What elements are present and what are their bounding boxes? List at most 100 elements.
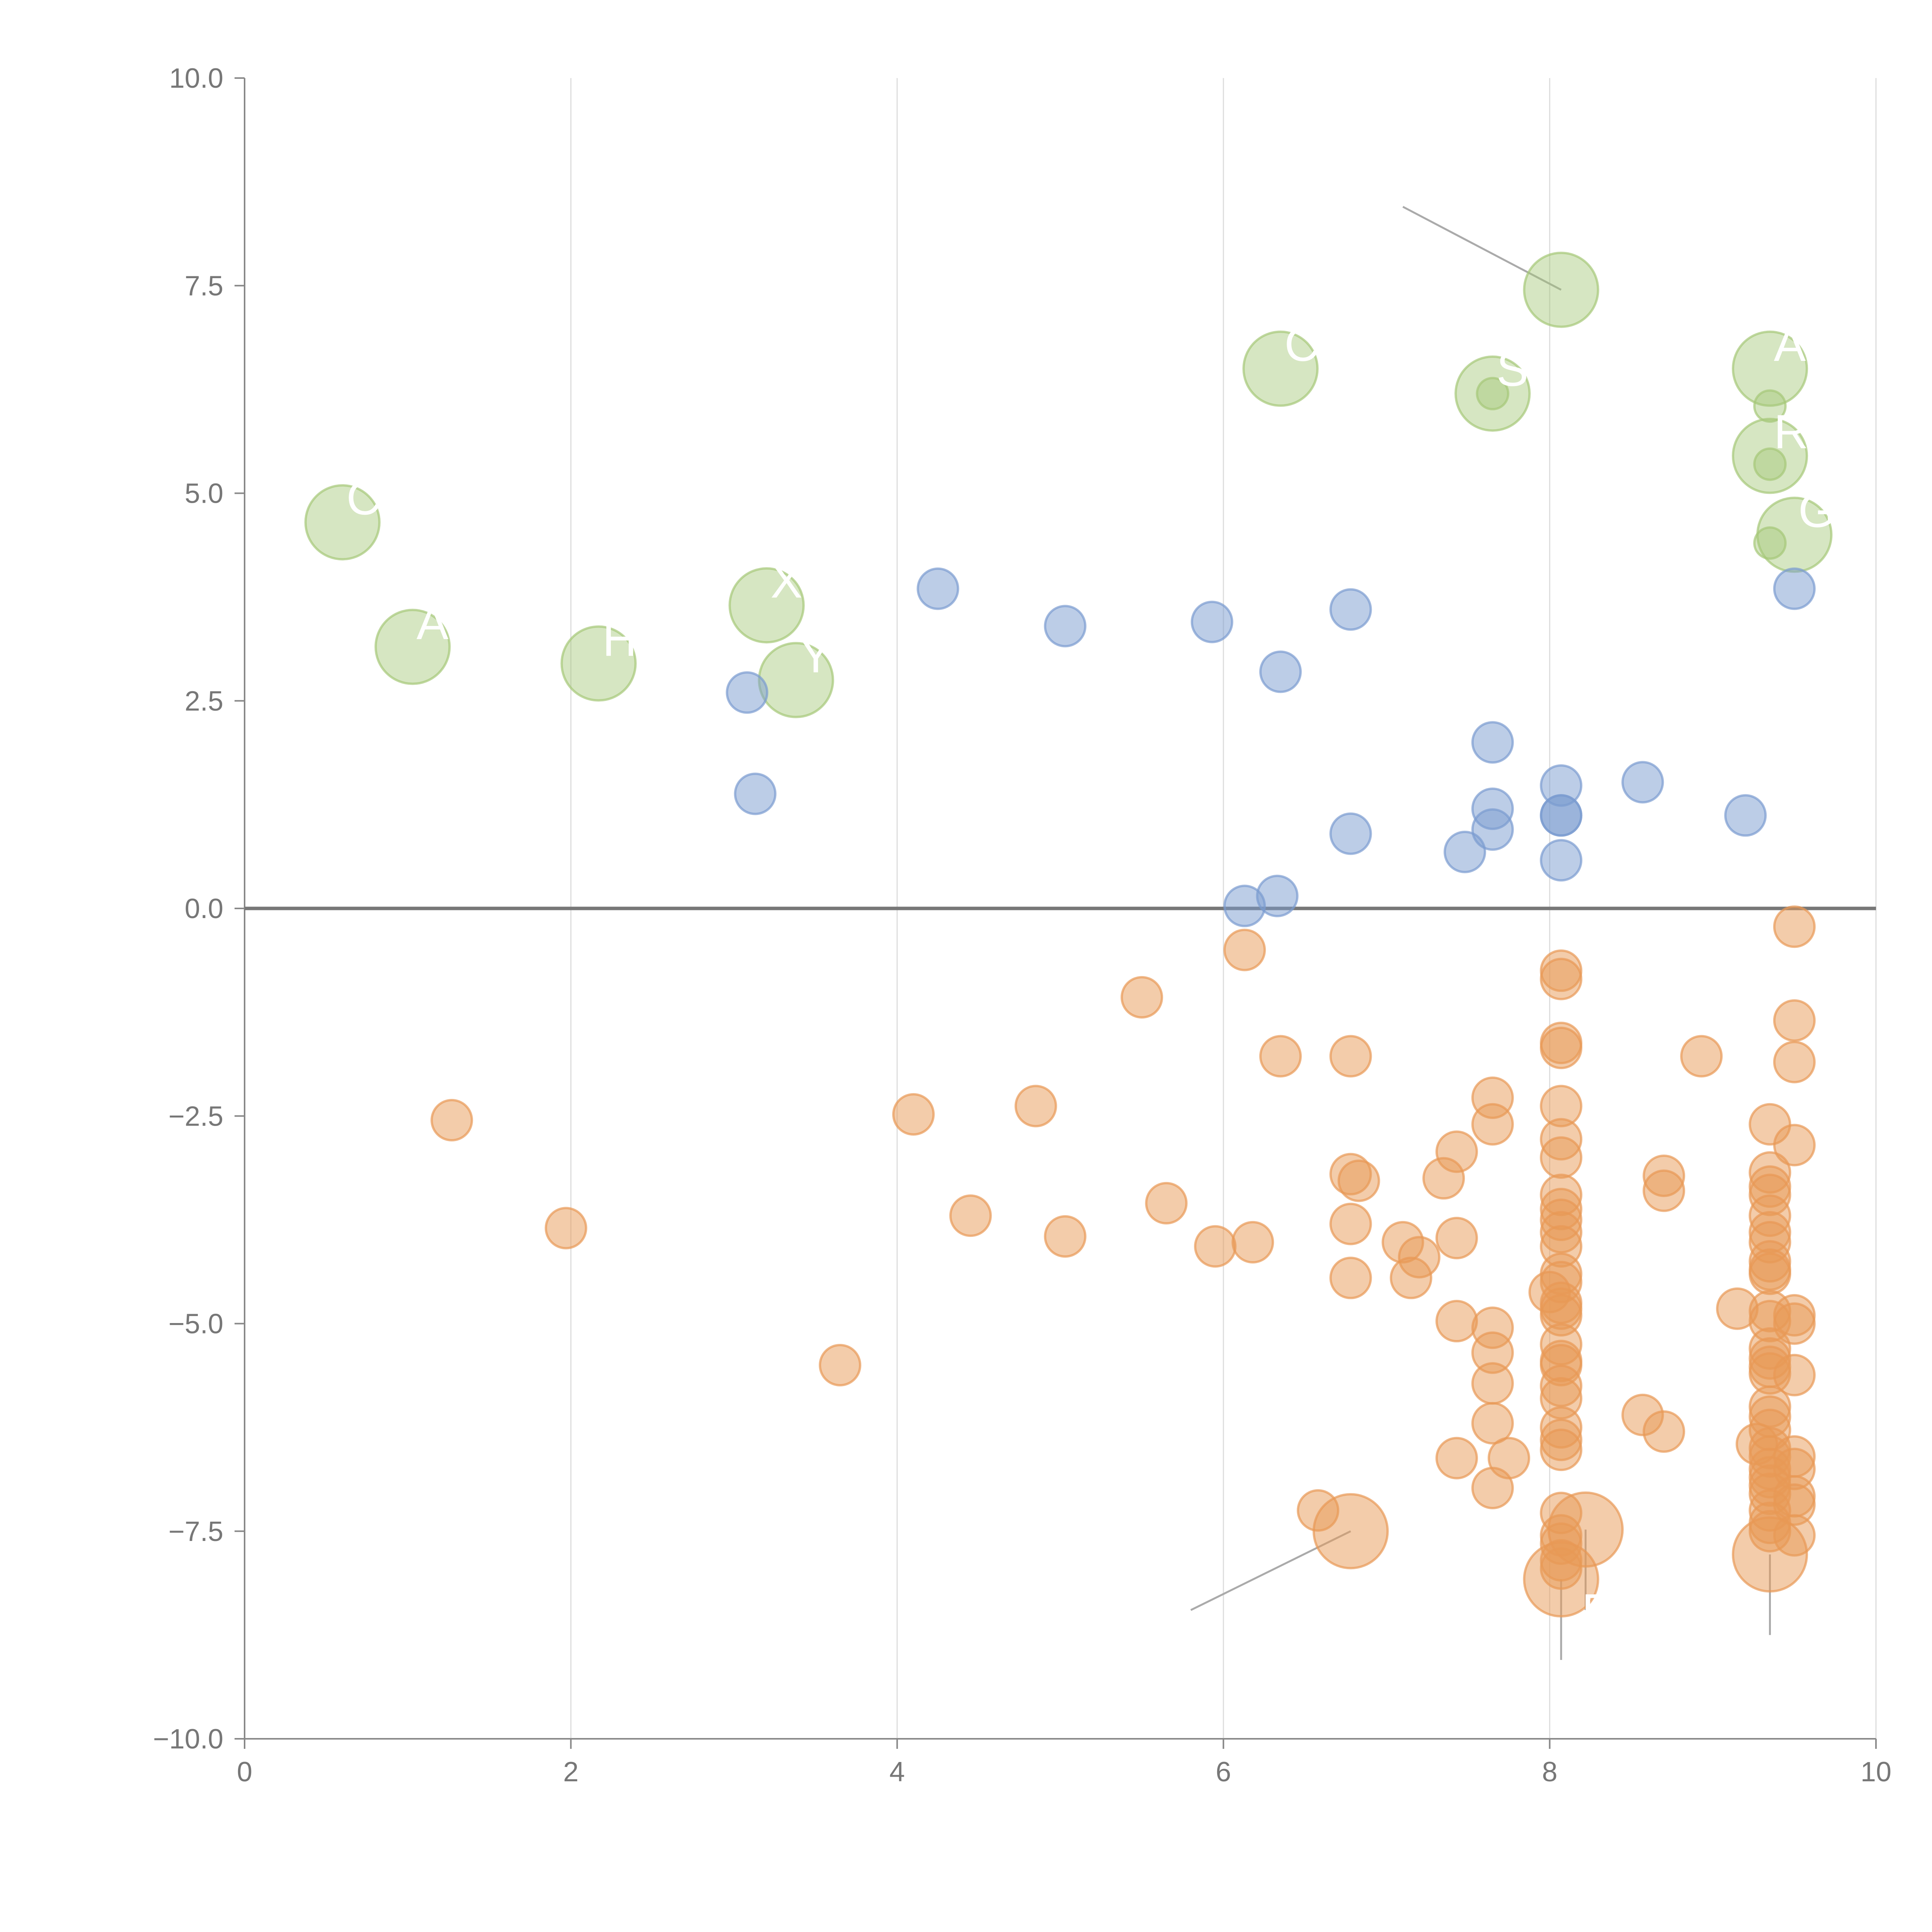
y-tick-label: 10.0 bbox=[169, 63, 223, 94]
point-negative[interactable] bbox=[1731, 1516, 1808, 1593]
point-negative[interactable] bbox=[1680, 1035, 1723, 1078]
point-negative[interactable] bbox=[1231, 1221, 1274, 1264]
y-tick-label: −2.5 bbox=[168, 1101, 223, 1132]
point-negative[interactable] bbox=[1773, 1041, 1816, 1083]
point-labeled[interactable] bbox=[374, 609, 451, 685]
point-negative[interactable] bbox=[1540, 957, 1583, 1000]
point-positive[interactable] bbox=[726, 671, 769, 714]
point-negative[interactable] bbox=[1329, 1035, 1372, 1078]
point-label: A bbox=[1774, 318, 1806, 371]
x-tick-label: 10 bbox=[1861, 1757, 1891, 1787]
point-positive[interactable] bbox=[734, 772, 777, 815]
annotation-leader-line bbox=[1402, 206, 1562, 291]
point-negative[interactable] bbox=[1540, 1136, 1583, 1179]
point-positive[interactable] bbox=[1621, 761, 1664, 804]
point-labeled[interactable] bbox=[1476, 377, 1510, 410]
point-positive[interactable] bbox=[1540, 839, 1583, 882]
y-tick-label: 0.0 bbox=[185, 893, 223, 924]
label-layer: C AT HS XY C S ARG D bbox=[346, 318, 1835, 1638]
point-positive[interactable] bbox=[1190, 600, 1233, 643]
point-label: AT bbox=[417, 596, 474, 650]
point-negative[interactable] bbox=[1435, 1437, 1478, 1480]
point-negative[interactable] bbox=[1643, 1169, 1685, 1212]
point-label: C bbox=[1284, 318, 1319, 371]
x-tick-label: 4 bbox=[889, 1757, 905, 1787]
point-positive[interactable] bbox=[1471, 721, 1514, 764]
x-tick-label: 6 bbox=[1216, 1757, 1231, 1787]
point-negative[interactable] bbox=[1223, 929, 1266, 971]
point-negative[interactable] bbox=[1121, 976, 1163, 1019]
x-tick-label: 2 bbox=[563, 1757, 578, 1787]
point-labeled[interactable] bbox=[1454, 355, 1531, 432]
point-positive[interactable] bbox=[1329, 812, 1372, 855]
point-negative[interactable] bbox=[1523, 1541, 1599, 1617]
point-positive[interactable] bbox=[1471, 808, 1514, 851]
point-positive[interactable] bbox=[1259, 650, 1302, 693]
x-tick-label: 8 bbox=[1542, 1757, 1558, 1787]
point-negative[interactable] bbox=[1259, 1035, 1302, 1078]
point-negative[interactable] bbox=[1540, 1429, 1583, 1471]
x-tick-label: 0 bbox=[237, 1757, 252, 1787]
point-negative[interactable] bbox=[1044, 1215, 1087, 1258]
point-negative[interactable] bbox=[949, 1194, 992, 1237]
point-negative[interactable] bbox=[1643, 1410, 1685, 1453]
point-negative[interactable] bbox=[1194, 1225, 1237, 1268]
point-negative[interactable] bbox=[1014, 1085, 1057, 1128]
point-negative[interactable] bbox=[1389, 1257, 1432, 1299]
point-negative[interactable] bbox=[1471, 1103, 1514, 1146]
point-label: HS bbox=[602, 613, 669, 666]
point-label: Y bbox=[800, 629, 832, 683]
point-positive[interactable] bbox=[1223, 884, 1266, 927]
point-negative[interactable] bbox=[1471, 1362, 1514, 1405]
point-negative[interactable] bbox=[1145, 1182, 1188, 1225]
point-negative[interactable] bbox=[1435, 1217, 1478, 1260]
y-tick-label: 7.5 bbox=[185, 270, 223, 301]
point-negative[interactable] bbox=[1471, 1467, 1514, 1510]
annotation-label: D bbox=[1582, 1585, 1616, 1638]
point-labeled[interactable] bbox=[1753, 389, 1787, 423]
y-tick-label: 2.5 bbox=[185, 686, 223, 717]
point-labeled[interactable] bbox=[1523, 252, 1599, 328]
point-labeled[interactable] bbox=[1731, 418, 1808, 494]
point-label: S bbox=[1497, 343, 1529, 396]
point-negative[interactable] bbox=[1329, 1202, 1372, 1245]
point-negative[interactable] bbox=[1773, 1354, 1816, 1396]
point-negative[interactable] bbox=[1329, 1257, 1372, 1299]
point-positive[interactable] bbox=[917, 567, 959, 610]
point-negative[interactable] bbox=[1748, 1252, 1791, 1295]
point-layer bbox=[304, 252, 1833, 1617]
point-labeled[interactable] bbox=[1753, 526, 1787, 560]
point-positive[interactable] bbox=[1540, 794, 1583, 837]
point-negative[interactable] bbox=[819, 1344, 862, 1386]
point-negative[interactable] bbox=[1471, 1402, 1514, 1445]
point-label: C bbox=[346, 472, 381, 525]
point-positive[interactable] bbox=[1773, 567, 1816, 610]
y-tick-label: −5.0 bbox=[168, 1309, 223, 1340]
point-positive[interactable] bbox=[1444, 830, 1486, 873]
point-labeled[interactable] bbox=[1731, 330, 1808, 407]
point-negative[interactable] bbox=[1435, 1300, 1478, 1343]
point-positive[interactable] bbox=[1044, 605, 1087, 648]
point-negative[interactable] bbox=[892, 1093, 935, 1136]
point-negative[interactable] bbox=[1773, 999, 1816, 1042]
point-negative[interactable] bbox=[1540, 1027, 1583, 1070]
point-negative[interactable] bbox=[1422, 1157, 1465, 1200]
point-positive[interactable] bbox=[1724, 794, 1767, 837]
point-labeled[interactable] bbox=[304, 484, 381, 561]
point-positive[interactable] bbox=[1329, 588, 1372, 631]
y-tick-label: −7.5 bbox=[168, 1516, 223, 1547]
point-label: X bbox=[770, 555, 803, 608]
point-labeled[interactable] bbox=[1242, 330, 1319, 407]
point-negative[interactable] bbox=[1773, 1124, 1816, 1167]
point-negative[interactable] bbox=[1337, 1159, 1380, 1202]
point-negative[interactable] bbox=[1312, 1493, 1389, 1570]
point-labeled[interactable] bbox=[728, 567, 805, 644]
point-negative[interactable] bbox=[430, 1099, 473, 1141]
point-label: R bbox=[1774, 405, 1809, 459]
point-labeled[interactable] bbox=[1753, 447, 1787, 481]
point-labeled[interactable] bbox=[560, 625, 637, 702]
point-negative[interactable] bbox=[1773, 905, 1816, 948]
point-negative[interactable] bbox=[544, 1207, 587, 1250]
y-tick-label: −10.0 bbox=[153, 1724, 223, 1755]
